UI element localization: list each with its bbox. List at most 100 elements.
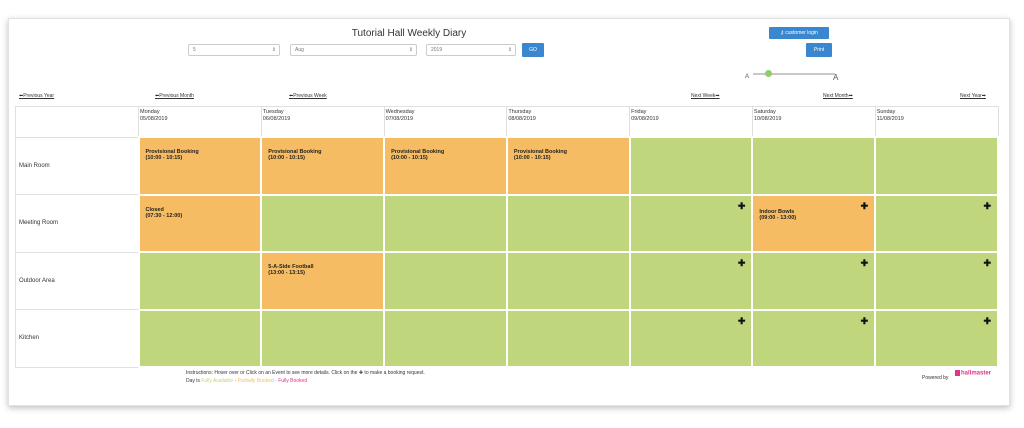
booking-cell[interactable]: ✚ xyxy=(874,251,999,311)
next-week-label: Next Week xyxy=(691,93,716,99)
page-title: Tutorial Hall Weekly Diary xyxy=(351,28,467,39)
add-booking-icon[interactable]: ✚ xyxy=(737,258,746,268)
event-provisional-booking[interactable]: Provisional Booking (10:00 - 10:15) xyxy=(268,149,321,161)
day-date: 11/08/2019 xyxy=(876,116,904,122)
booking-cell[interactable]: 5-A-Side Football (13:00 - 13:15) xyxy=(260,251,386,311)
event-title: Closed xyxy=(145,206,164,213)
previous-week-label: Previous Week xyxy=(293,93,327,99)
booking-cell[interactable]: ✚ xyxy=(874,193,999,253)
event-indoor-bowls[interactable]: Indoor Bowls (09:00 - 13:00) xyxy=(759,209,796,221)
booking-cell[interactable]: ✚ xyxy=(751,251,877,311)
day-name: Thursday xyxy=(508,109,532,115)
day-select-value: 5 xyxy=(193,47,196,53)
event-5-a-side-football[interactable]: 5-A-Side Football (13:00 - 13:15) xyxy=(268,264,313,276)
arrow-left-icon: ⬅ xyxy=(19,93,24,99)
add-booking-icon[interactable]: ✚ xyxy=(860,258,869,268)
next-year-link[interactable]: Next Year➡ xyxy=(960,93,986,99)
booking-cell[interactable]: Provisional Booking (10:00 - 10:15) xyxy=(260,136,386,196)
event-provisional-booking[interactable]: Provisional Booking (10:00 - 10:15) xyxy=(514,149,567,161)
booking-cell[interactable] xyxy=(751,136,877,196)
day-date: 10/08/2019 xyxy=(753,116,782,122)
booking-cell[interactable] xyxy=(383,193,508,253)
event-time: (10:00 - 10:15) xyxy=(268,155,305,161)
booking-cell[interactable]: ✚ xyxy=(628,193,754,253)
print-button[interactable]: Print xyxy=(806,43,832,57)
add-booking-icon[interactable]: ✚ xyxy=(983,200,991,211)
booking-cell[interactable] xyxy=(383,251,508,311)
room-label: Kitchen xyxy=(15,309,139,368)
arrow-left-icon: ⬅ xyxy=(155,93,160,99)
booking-cell[interactable] xyxy=(505,193,631,253)
booking-cell[interactable]: ✚ xyxy=(874,308,999,368)
add-booking-icon[interactable]: ✚ xyxy=(983,258,991,268)
next-week-link[interactable]: Next Week➡ xyxy=(691,93,720,99)
day-header: Monday 05/08/2019 xyxy=(138,106,262,138)
booking-cell[interactable]: ✚ Indoor Bowls (09:00 - 13:00) xyxy=(751,193,877,253)
room-row-outdoor-area: Outdoor Area 5-A-Side Football (13:00 - 1… xyxy=(15,251,999,311)
event-provisional-booking[interactable]: Provisional Booking (10:00 - 10:15) xyxy=(146,149,199,161)
day-header: Tuesday 06/08/2019 xyxy=(260,106,385,138)
day-select[interactable]: 5 ⇕ xyxy=(188,44,280,56)
booking-cell[interactable] xyxy=(383,308,508,368)
key-icon: ⚷ xyxy=(780,30,784,36)
event-closed[interactable]: Closed (07:30 - 12:00) xyxy=(146,207,183,219)
instructions: Instructions: Hover over or Click on an … xyxy=(186,369,425,385)
add-booking-icon[interactable]: ✚ xyxy=(737,315,746,326)
add-booking-icon[interactable]: ✚ xyxy=(737,200,746,211)
customer-login-button[interactable]: ⚷ customer login xyxy=(769,27,829,39)
legend-partially-booked: Partially Booked xyxy=(237,378,274,384)
event-title: Indoor Bowls xyxy=(759,208,795,215)
event-title: Provisional Booking xyxy=(391,149,445,155)
event-title: Provisional Booking xyxy=(513,149,568,155)
day-date: 06/08/2019 xyxy=(262,116,291,122)
booking-cell[interactable]: Provisional Booking (10:00 - 10:15) xyxy=(137,136,263,196)
previous-month-link[interactable]: ⬅Previous Month xyxy=(155,93,194,99)
booking-cell[interactable] xyxy=(260,308,386,368)
room-label: Main Room xyxy=(15,136,139,195)
previous-week-link[interactable]: ⬅Previous Week xyxy=(289,93,327,99)
day-date: 05/08/2019 xyxy=(140,116,168,122)
booking-cell[interactable] xyxy=(874,136,999,196)
booking-cell[interactable]: Provisional Booking (10:00 - 10:15) xyxy=(383,136,508,196)
next-year-label: Next Year xyxy=(960,93,982,99)
booking-cell[interactable]: ✚ xyxy=(751,308,877,368)
legend-fully-available: Fully Available xyxy=(201,378,234,384)
booking-cell[interactable]: ✚ xyxy=(628,308,754,368)
day-date: 07/08/2019 xyxy=(385,116,414,122)
year-select[interactable]: 2019 ⇕ xyxy=(426,44,516,56)
booking-cell[interactable] xyxy=(505,308,631,368)
add-booking-icon[interactable]: ✚ xyxy=(860,315,869,326)
legend-fully-booked: Fully Booked xyxy=(278,378,308,384)
booking-cell[interactable] xyxy=(260,193,386,253)
add-booking-icon[interactable]: ✚ xyxy=(983,315,991,326)
booking-cell[interactable] xyxy=(137,308,263,368)
arrow-right-icon: ➡ xyxy=(981,93,986,99)
previous-year-link[interactable]: ⬅Previous Year xyxy=(19,93,54,99)
legend-day-is: Day is xyxy=(186,378,200,384)
booking-cell[interactable] xyxy=(505,251,631,311)
booking-cell[interactable]: ✚ xyxy=(628,251,754,311)
next-month-label: Next Month xyxy=(823,93,849,99)
font-size-slider-track[interactable] xyxy=(753,73,835,75)
go-button[interactable]: GO xyxy=(522,43,544,57)
chevron-updown-icon: ⇕ xyxy=(271,47,276,53)
day-date: 08/08/2019 xyxy=(508,116,536,122)
booking-cell[interactable] xyxy=(628,136,754,196)
event-time: (10:00 - 10:15) xyxy=(391,155,428,161)
diary-page: Tutorial Hall Weekly Diary 5 ⇕ Aug ⇕ 201… xyxy=(8,18,1010,406)
event-provisional-booking[interactable]: Provisional Booking (10:00 - 10:15) xyxy=(391,149,444,161)
month-select[interactable]: Aug ⇕ xyxy=(290,44,417,56)
add-booking-icon[interactable]: ✚ xyxy=(860,200,869,211)
event-time: (13:00 - 13:15) xyxy=(268,270,305,276)
hallmaster-logo[interactable]: hallmaster xyxy=(955,370,991,377)
room-row-meeting-room: Meeting Room Closed (07:30 - 12:00) ✚ ✚ In… xyxy=(15,193,999,253)
room-label: Outdoor Area xyxy=(15,251,139,310)
font-size-slider-handle[interactable] xyxy=(765,70,772,77)
booking-cell[interactable] xyxy=(137,251,263,311)
day-name: Wednesday xyxy=(385,109,415,115)
booking-cell[interactable]: Provisional Booking (10:00 - 10:15) xyxy=(505,136,631,196)
next-month-link[interactable]: Next Month➡ xyxy=(823,93,853,99)
booking-cell[interactable]: Closed (07:30 - 12:00) xyxy=(137,193,263,253)
year-select-value: 2019 xyxy=(431,47,443,53)
room-row-kitchen: Kitchen ✚ ✚ ✚ xyxy=(15,308,999,368)
